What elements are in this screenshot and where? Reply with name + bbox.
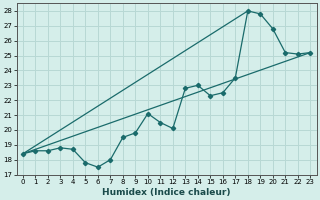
X-axis label: Humidex (Indice chaleur): Humidex (Indice chaleur) — [102, 188, 231, 197]
